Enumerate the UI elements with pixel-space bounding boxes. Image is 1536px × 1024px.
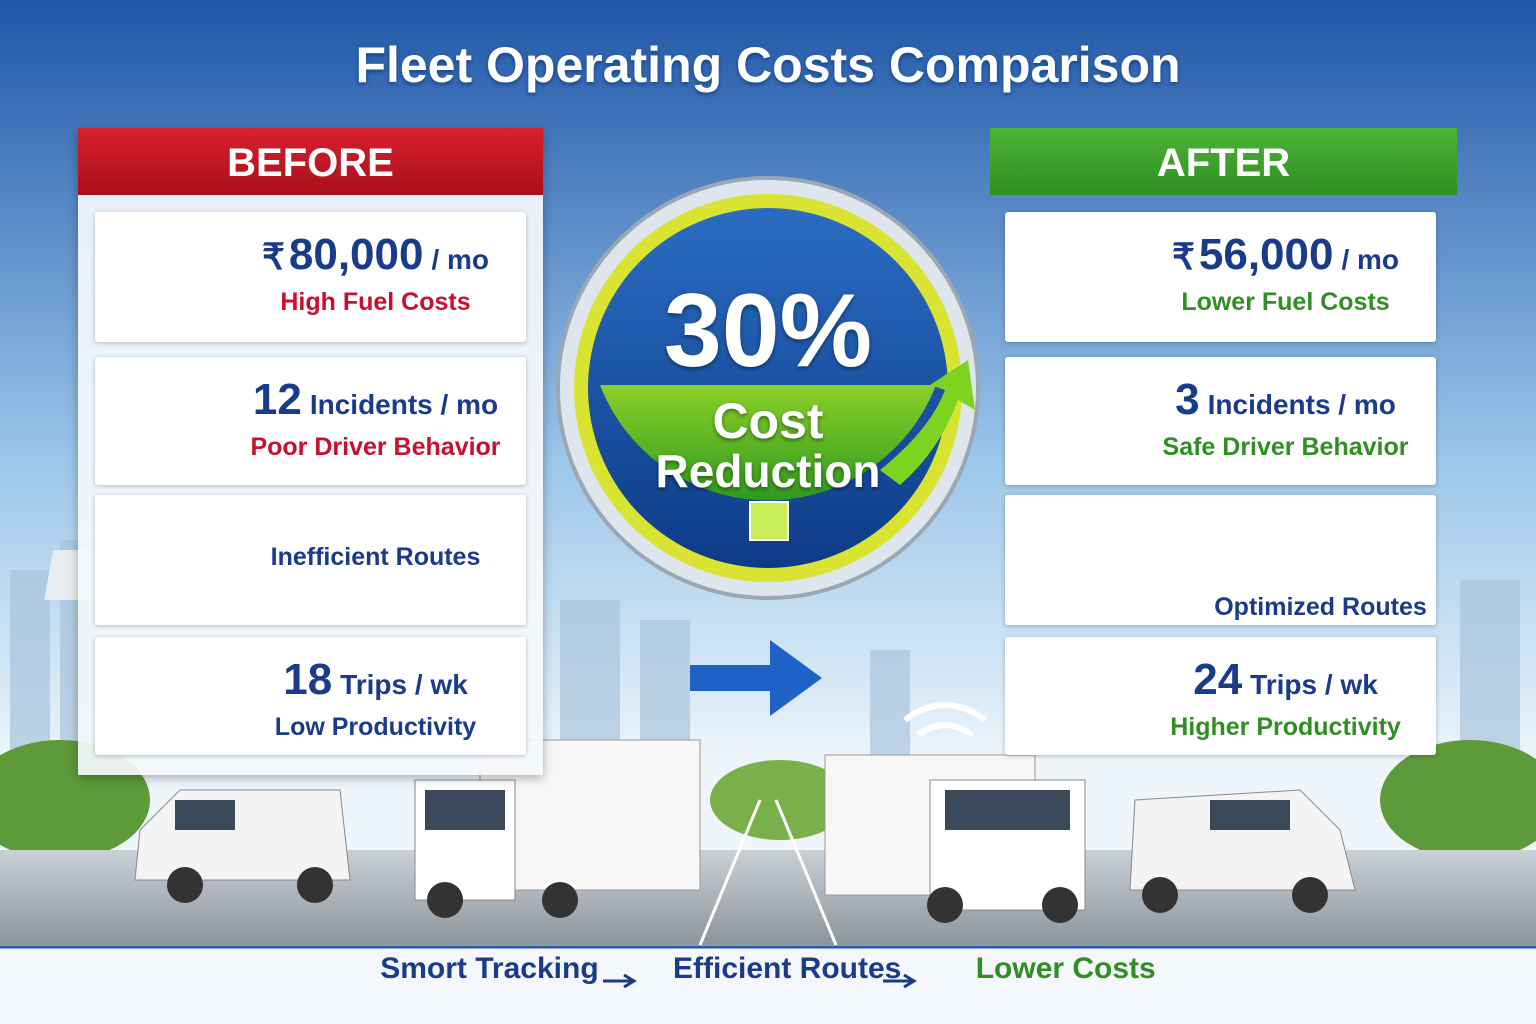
amount: 12 [252,375,302,424]
footer-arrow [883,973,917,989]
after-panel: AFTER [990,128,1457,775]
van-right [1129,789,1356,913]
metric-label: Optimized Routes [1214,593,1427,621]
metric-value: ₹56,000/ mo [1135,230,1436,280]
amount: 24 [1193,655,1243,704]
unit: / mo [431,244,490,275]
badge-line: Reduction [655,445,881,497]
lane-lines [698,799,838,946]
metric-label: Lower Fuel Costs [1181,288,1390,316]
metric-value: ₹80,000/ mo [225,230,526,280]
footer-bar [0,945,1536,1024]
amount: 18 [283,655,333,704]
panel-heading: AFTER [990,128,1457,195]
currency: ₹ [261,236,285,277]
panel-heading: BEFORE [78,128,543,195]
page-title: Fleet Operating Costs Comparison [355,37,1181,93]
badge-line: Cost [712,393,824,449]
metric-label: Poor Driver Behavior [250,433,501,461]
metric-label: Inefficient Routes [270,543,481,571]
footer-arrow [603,973,637,989]
metric-card: ₹56,000/ mo Lower Fuel Costs [1005,212,1436,342]
amount: 3 [1175,375,1200,424]
metric-card: Inefficient Routes [95,495,526,625]
metric-value: 3 Incidents / mo [1135,375,1436,425]
amount: 56,000 [1198,230,1334,279]
amount: 80,000 [288,230,424,279]
metric-label: Low Productivity [274,713,477,741]
metric-label: Safe Driver Behavior [1162,433,1409,461]
metric-value: 24 Trips / wk [1135,655,1436,705]
metric-label: High Fuel Costs [280,288,471,316]
footer-step: Efficient Routes [673,952,902,985]
metric-card: 3 Incidents / mo Safe Driver Behavior [1005,357,1436,485]
metric-label: Higher Productivity [1170,713,1401,741]
unit: Incidents / mo [309,389,499,420]
unit: Incidents / mo [1207,389,1396,420]
flow-arrow [690,640,822,716]
metric-card: Optimized Routes [1005,495,1436,625]
cost-badge [556,176,980,600]
unit: Trips / wk [340,669,468,700]
badge-percent: 30% [663,273,873,389]
unit: Trips / wk [1250,669,1378,700]
metric-value: 18 Trips / wk [225,655,526,705]
metric-card: 24 Trips / wk Higher Productivity [1005,637,1436,755]
truck-right [824,702,1086,923]
currency: ₹ [1171,236,1195,277]
skyline [10,540,1520,770]
metric-card: 12 Incidents / mo Poor Driver Behavior [95,357,526,485]
metric-card: 18 Trips / wk Low Productivity [95,637,526,755]
footer: Smort Tracking Efficient Routes Lower Co… [0,952,1536,986]
metric-card: ₹80,000/ mo High Fuel Costs [95,212,526,342]
van-left [134,789,351,903]
metric-value: 12 Incidents / mo [225,375,526,425]
unit: / mo [1341,244,1400,275]
footer-step: Lower Costs [975,952,1156,985]
footer-step: Smort Tracking [380,952,599,985]
